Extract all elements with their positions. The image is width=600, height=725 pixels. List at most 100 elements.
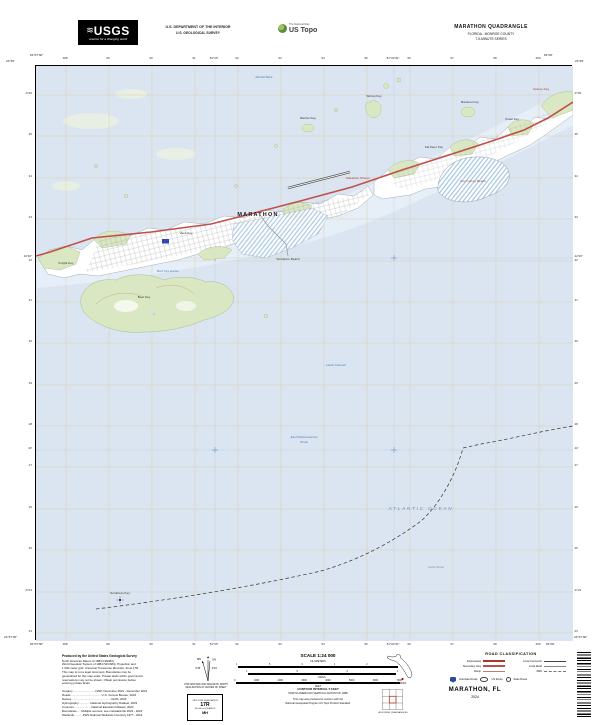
legend-4wd-label: 4WD	[536, 669, 542, 673]
quadrangle-title: MARATHON QUADRANGLE	[454, 24, 528, 30]
map-label: Boot Key	[138, 295, 151, 299]
map-label: Sombrero Beach	[276, 257, 299, 261]
map-label: Boot Key Harbor	[157, 269, 180, 273]
scale-number: 0	[346, 669, 348, 673]
grid-tick: 23	[28, 629, 32, 633]
grid-north-label: GN	[212, 657, 216, 661]
grid-tick: 89	[106, 55, 110, 60]
state-route-label: State Route	[513, 678, 528, 681]
data-source-line: Contours......................National E…	[62, 705, 134, 710]
credit-line: This map is not a legal document. Bounda…	[62, 669, 131, 674]
legend-expressway-label: Expressway	[467, 659, 481, 663]
credit-line: World Geodetic System of 1984 (WGS84). P…	[62, 662, 136, 667]
grid-tick: 94	[321, 641, 325, 646]
grid-tick: 34	[574, 174, 578, 178]
grid-tick: 23	[574, 629, 578, 633]
grid-tick: 89	[106, 641, 110, 646]
scale-number: 5000	[349, 678, 355, 682]
grid-tick: 31	[574, 298, 578, 302]
grid-tick: 90	[149, 55, 153, 60]
us-route-label: US Route	[491, 678, 503, 681]
expressway-line-sample	[483, 660, 505, 662]
department-heading: U.S. DEPARTMENT OF THE INTERIOR U.S. GEO…	[142, 25, 254, 35]
contour-interval: CONTOUR INTERVAL 5 FEET	[297, 687, 339, 691]
usgs-logo-text: USGS	[93, 23, 130, 38]
scale-number: 2	[366, 662, 368, 666]
ustopo-flower-icon	[278, 24, 287, 34]
graticule	[36, 66, 573, 641]
production-credits: Produced by the United States Geological…	[62, 654, 182, 717]
map-label: Stirrup Key	[366, 94, 382, 98]
ramp-line-sample	[483, 670, 505, 672]
sheet-title-block: MARATHON, FL 2024	[410, 687, 540, 699]
grid-tick: 95	[364, 641, 368, 646]
legend-ramp-label: Ramp	[474, 669, 481, 673]
maritime-boundary-line	[95, 425, 574, 610]
scale-number: .5	[296, 669, 298, 673]
east-marathon-canals	[231, 207, 329, 259]
state-locator-caption: FLORIDA	[395, 682, 407, 685]
map-label: Sombrero Key	[110, 591, 130, 595]
ustopo-program: The National Map	[289, 23, 310, 26]
corner-lat-top-right: 24°45'	[575, 59, 584, 63]
corner-lon-bottom-left: 81°07'30"	[30, 642, 44, 646]
scale-number: 1	[246, 669, 248, 673]
grid-tick: 2736	[25, 91, 32, 95]
grid-tick: 97	[450, 641, 454, 646]
grid-tick: 42'30"	[574, 254, 583, 258]
credit-line: reservations may not be shown. Obtain pe…	[62, 677, 136, 682]
usgs-wave-icon: ≋	[86, 25, 93, 35]
scale-number: 1000	[253, 678, 260, 682]
grid-tick: 92	[235, 55, 239, 60]
barcode-icon	[577, 652, 591, 718]
local-road-line-sample	[544, 665, 566, 667]
produced-by-line: Produced by the United States Geological…	[62, 654, 137, 658]
grid-tick: 93	[278, 55, 282, 60]
scale-number: 6000	[372, 678, 379, 682]
usng-zone: 17R	[200, 701, 210, 708]
quadrangle-series: 7.5-MINUTE SERIES	[475, 36, 507, 41]
grid-tick: 93	[278, 641, 282, 646]
current-quad-cell	[388, 695, 397, 704]
scale-number: 1	[396, 669, 398, 673]
us1-overseas-highway	[35, 101, 574, 257]
bay-banks	[52, 89, 196, 191]
florida-outline-icon	[387, 654, 413, 681]
boot-key-detail	[95, 284, 196, 316]
km-unit-label: KILOMETERS	[310, 659, 326, 663]
contour-note: CONTOUR INTERVAL 5 FEET NORTH AMERICAN V…	[218, 687, 418, 705]
grid-tick: 32	[28, 258, 32, 262]
grid-tick: 31	[28, 298, 32, 302]
standard-note-2: National Geospatial Program US Topo Prod…	[285, 702, 351, 706]
road-classification-legend: ROAD CLASSIFICATION Expressway Local Con…	[450, 652, 572, 683]
map-label: East Washerwoman	[291, 435, 318, 439]
grid-tick: 81°02'30"	[386, 55, 400, 60]
grid-tick: 33	[28, 215, 32, 219]
magnetic-north-label: MN	[197, 657, 201, 661]
us-route-oval-icon	[480, 677, 489, 682]
interstate-shield-icon	[450, 676, 456, 683]
true-north-star-icon: ★	[206, 656, 209, 660]
map-label: Rachel Bank	[255, 75, 273, 79]
grid-tick: 81°05'	[209, 55, 219, 60]
grid-tick: 499	[535, 55, 541, 60]
secondary-hwy-line-sample	[483, 665, 505, 667]
airport-runway	[287, 170, 351, 190]
kilometers-scale-bar	[238, 665, 398, 668]
scale-number: 2000	[277, 678, 283, 682]
grid-tick: 32	[574, 258, 578, 262]
adjoining-quadrangles-grid	[382, 689, 403, 710]
credit-line: North American Datum of 1983 (NAD83)	[62, 658, 114, 663]
grid-tick: 2724	[574, 588, 582, 592]
department-line1: U.S. DEPARTMENT OF THE INTERIOR	[165, 25, 231, 29]
scale-number: 1	[333, 662, 336, 666]
grid-tick: 81°02'30"	[386, 641, 400, 646]
grid-tick: 92	[235, 641, 239, 646]
scale-number: 0	[234, 678, 236, 682]
grid-tick: 30	[28, 339, 32, 343]
sombrero-key-light	[116, 596, 124, 604]
usng-line1: GRID ZONE DESIGNATION	[192, 700, 218, 703]
miles-numbers: 1 .5 0 1	[246, 670, 398, 673]
road-classification-title: ROAD CLASSIFICATION	[485, 652, 537, 656]
